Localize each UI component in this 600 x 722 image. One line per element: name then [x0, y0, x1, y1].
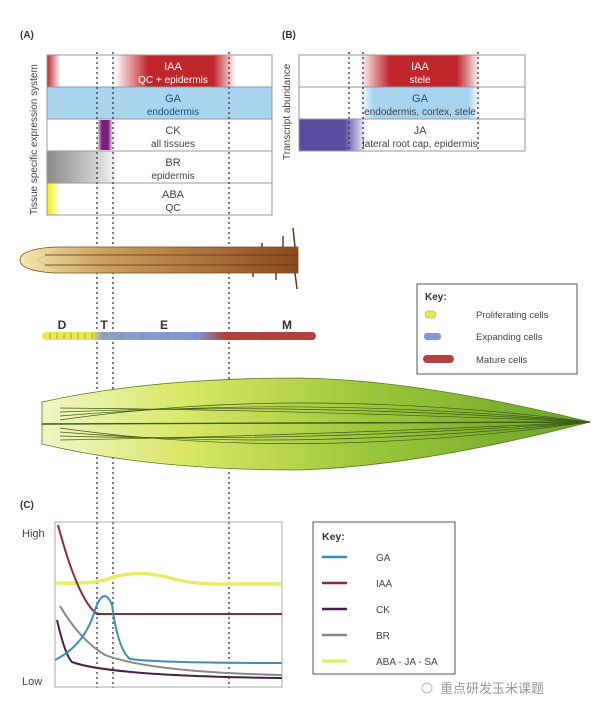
- key-aba-ja-sa: ABA - JA - SA: [376, 657, 438, 668]
- curve-aba-ja-sa: [54, 571, 282, 586]
- curve-br: [59, 605, 283, 676]
- watermark-text: 重点研发玉米课题: [440, 681, 544, 696]
- cell-key-mature: Mature cells: [476, 355, 527, 366]
- curve-key: Key: GA IAA CK BR ABA - JA - SA: [312, 521, 456, 675]
- a-aba: ABA: [162, 189, 185, 201]
- a-ck: CK: [165, 125, 181, 137]
- zone-d-label: D: [58, 318, 67, 332]
- y-low-label: Low: [22, 676, 42, 688]
- b-ja: JA: [414, 125, 428, 137]
- b-iaa: IAA: [411, 61, 429, 73]
- zone-t-label: T: [100, 318, 108, 332]
- a-aba-tissue: QC: [166, 203, 181, 214]
- curve-ck: [56, 619, 283, 679]
- panel-b-axis-label: Transcript abundance: [282, 63, 293, 160]
- b-ga-tissue: endodermis, cortex, stele: [364, 107, 476, 118]
- a-iaa: IAA: [164, 61, 182, 73]
- panel-b-zone-lines: [348, 52, 479, 152]
- zone-e-label: E: [160, 318, 168, 332]
- panel-a-table: IAA QC + epidermis GA endodermis CK all …: [46, 54, 273, 216]
- key-ga: GA: [376, 553, 391, 564]
- key-ck: CK: [376, 605, 390, 616]
- a-ga: GA: [165, 93, 182, 105]
- b-ja-tissue: lateral root cap, epidermis: [362, 139, 477, 150]
- b-iaa-tissue: stele: [409, 75, 431, 86]
- panel-a-axis-label: Tissue specific expression system: [29, 64, 40, 215]
- y-high-label: High: [22, 528, 45, 540]
- cell-key-title: Key:: [425, 292, 447, 303]
- a-iaa-tissue: QC + epidermis: [138, 75, 208, 86]
- key-iaa: IAA: [376, 579, 392, 590]
- root-illustration: [19, 227, 299, 290]
- a-ck-tissue: all tissues: [151, 139, 195, 150]
- plot-frame: [54, 521, 283, 688]
- watermark: 重点研发玉米课题: [421, 681, 544, 696]
- curve-iaa: [57, 524, 282, 615]
- a-br-tissue: epidermis: [151, 171, 194, 182]
- wechat-icon: [421, 682, 433, 694]
- curve-ga: [54, 595, 283, 664]
- curve-key-title: Key:: [322, 531, 345, 543]
- curves: [54, 524, 283, 679]
- expanding-swatch: [424, 333, 441, 340]
- panel-a-label: (A): [20, 30, 34, 41]
- a-ga-tissue: endodermis: [147, 107, 199, 118]
- b-ga: GA: [412, 93, 429, 105]
- cell-key: Key: Proliferating cells Expanding cells…: [416, 283, 578, 375]
- panel-c-label: (C): [20, 500, 34, 511]
- mature-swatch: [423, 355, 454, 363]
- leaf-illustration: [41, 377, 591, 471]
- panel-b-label: (B): [282, 30, 296, 41]
- a-br: BR: [165, 157, 180, 169]
- panel-b-table: IAA stele GA endodermis, cortex, stele J…: [298, 54, 526, 152]
- cell-zone-bar: D T E M: [42, 318, 316, 340]
- zone-m-label: M: [282, 318, 292, 332]
- cell-key-proliferating: Proliferating cells: [476, 310, 549, 321]
- cell-key-expanding: Expanding cells: [476, 332, 543, 343]
- key-br: BR: [376, 631, 390, 642]
- proliferating-swatch: [424, 310, 437, 319]
